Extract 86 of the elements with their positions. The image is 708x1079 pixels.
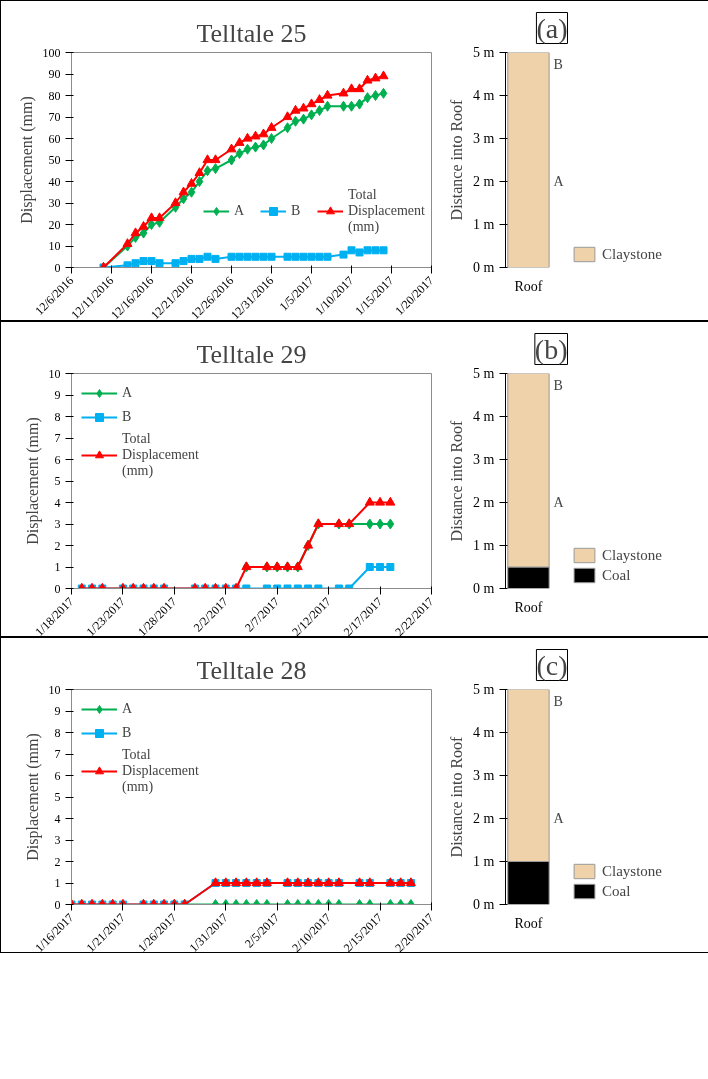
y-tick-label: 0 m — [473, 581, 495, 596]
legend-label: Total Displacement (mm) — [348, 187, 425, 235]
x-tick-label: Roof — [514, 915, 543, 931]
y-tick-label: 5 — [54, 790, 61, 804]
y-tick-label: 5 m — [473, 45, 495, 60]
legend-label: B — [291, 203, 302, 219]
legend-label: Claystone — [602, 862, 662, 880]
annotation: B — [553, 377, 563, 393]
annotation: A — [553, 495, 565, 510]
legend-label: Claystone — [602, 546, 662, 564]
chart-title: Telltale 28 — [196, 655, 307, 685]
legend-label: Coal — [602, 882, 631, 900]
y-tick-label: 0 — [54, 581, 61, 596]
y-tick-label: 9 — [54, 388, 61, 402]
y-tick-label: 3 — [54, 833, 61, 847]
y-tick-label: 7 — [54, 431, 61, 445]
legend-label: A — [122, 701, 134, 717]
y-tick-label: 5 — [54, 474, 61, 488]
y-tick-label: 2 m — [473, 174, 495, 189]
y-tick-label: 1 m — [473, 538, 495, 553]
y-tick-label: 10 — [48, 239, 61, 253]
y-tick-label: 10 — [48, 682, 61, 697]
legend-label: Coal — [602, 566, 631, 584]
chart-title: (a) — [536, 12, 568, 44]
y-tick-label: 10 — [48, 366, 61, 381]
y-tick-label: 3 m — [473, 131, 495, 146]
y-tick-label: 1 — [54, 876, 61, 890]
y-tick-label: 50 — [48, 153, 61, 167]
annotation: A — [553, 811, 565, 826]
y-tick-label: 80 — [48, 88, 61, 103]
legend-label: A — [122, 385, 134, 401]
chart-title: (b) — [534, 333, 568, 365]
y-tick-label: 4 m — [473, 725, 495, 740]
y-tick-label: 90 — [48, 67, 61, 81]
y-tick-label: 3 m — [473, 452, 495, 467]
chart-title: Telltale 29 — [196, 339, 307, 369]
y-tick-label: 2 — [54, 854, 61, 869]
y-axis-title: Distance into Roof — [448, 419, 466, 542]
y-tick-label: 4 m — [473, 409, 495, 424]
y-tick-label: 1 m — [473, 217, 495, 232]
y-tick-label: 30 — [48, 196, 61, 210]
chart-title: (c) — [536, 649, 568, 681]
legend-label: Claystone — [602, 245, 662, 263]
y-tick-label: 4 — [54, 495, 61, 510]
annotation: A — [553, 174, 565, 189]
y-tick-label: 100 — [42, 45, 61, 60]
y-tick-label: 20 — [48, 217, 61, 232]
y-axis-title: Distance into Roof — [448, 98, 466, 221]
y-tick-label: 3 m — [473, 768, 495, 783]
y-tick-label: 8 — [54, 725, 61, 740]
x-tick-label: Roof — [514, 599, 543, 615]
y-tick-label: 9 — [54, 704, 61, 718]
y-tick-label: 60 — [48, 131, 61, 146]
y-tick-label: 4 m — [473, 88, 495, 103]
y-axis-title: Distance into Roof — [448, 735, 466, 858]
y-tick-label: 7 — [54, 747, 61, 761]
y-axis-title: Displacement (mm) — [17, 96, 36, 224]
x-tick-label: Roof — [514, 278, 543, 294]
y-tick-label: 0 — [54, 897, 61, 912]
annotation: B — [553, 693, 563, 709]
y-tick-label: 4 — [54, 811, 61, 826]
y-tick-label: 70 — [48, 110, 61, 124]
chart-title: Telltale 25 — [196, 18, 307, 48]
legend-label: A — [234, 203, 246, 219]
y-tick-label: 6 — [54, 768, 61, 783]
y-tick-label: 2 — [54, 538, 61, 553]
y-tick-label: 1 m — [473, 854, 495, 869]
y-axis-title: Displacement (mm) — [23, 417, 42, 545]
legend-label: Total Displacement (mm) — [122, 431, 199, 479]
legend-label: B — [122, 725, 133, 741]
y-tick-label: 0 m — [473, 897, 495, 912]
legend-label: B — [122, 409, 133, 425]
y-tick-label: 1 — [54, 560, 61, 574]
y-tick-label: 2 m — [473, 811, 495, 826]
y-tick-label: 5 m — [473, 682, 495, 697]
annotation: B — [553, 56, 563, 72]
y-tick-label: 8 — [54, 409, 61, 424]
y-tick-label: 5 m — [473, 366, 495, 381]
y-tick-label: 3 — [54, 517, 61, 531]
y-axis-title: Displacement (mm) — [23, 733, 42, 861]
y-tick-label: 0 — [54, 260, 61, 275]
y-tick-label: 2 m — [473, 495, 495, 510]
y-tick-label: 40 — [48, 174, 61, 189]
legend-label: Total Displacement (mm) — [122, 747, 199, 795]
y-tick-label: 0 m — [473, 260, 495, 275]
y-tick-label: 6 — [54, 452, 61, 467]
